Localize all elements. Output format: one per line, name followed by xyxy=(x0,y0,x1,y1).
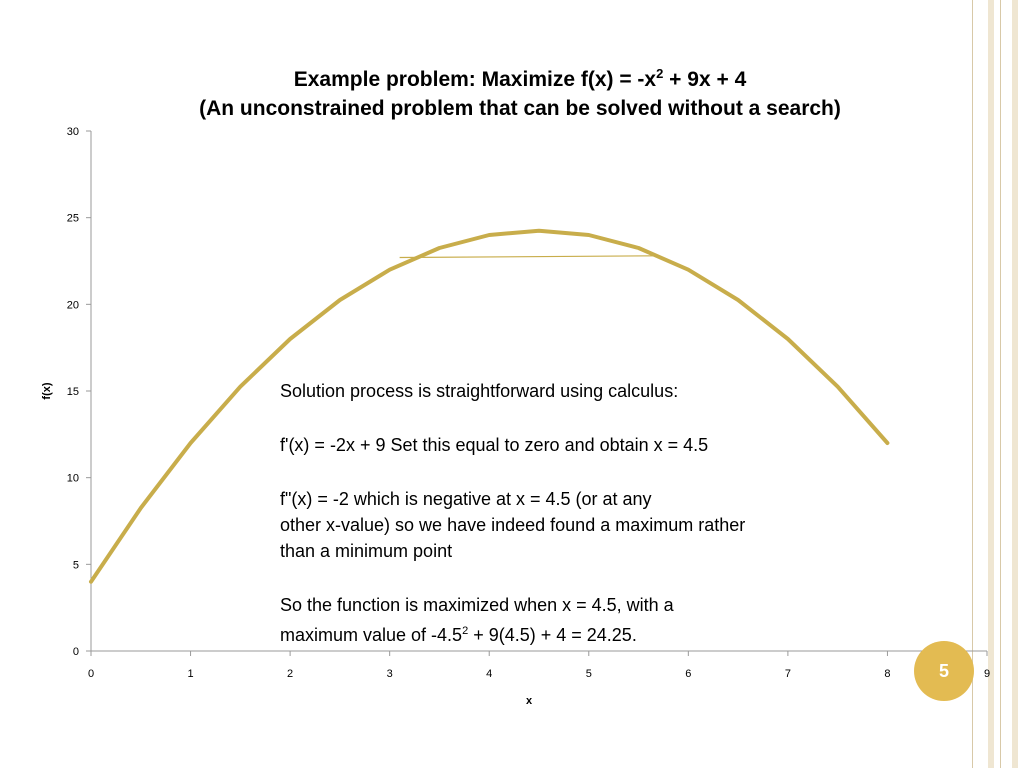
series-line xyxy=(89,228,890,584)
x-tick-label: 1 xyxy=(187,668,193,680)
chart-title: Example problem: Maximize f(x) = -x2 + 9… xyxy=(60,66,980,92)
x-tick-label: 0 xyxy=(88,668,94,680)
y-tick-label: 30 xyxy=(67,126,79,138)
annotation-line-suffix: + 9(4.5) + 4 = 24.25. xyxy=(468,625,637,645)
x-tick-label: 6 xyxy=(685,668,691,680)
annotation-line: f"(x) = -2 which is negative at x = 4.5 … xyxy=(280,489,652,509)
annotation-line: f'(x) = -2x + 9 Set this equal to zero a… xyxy=(280,435,709,455)
y-axis-label: f(x) xyxy=(41,382,53,399)
solution-annotation: Solution process is straightforward usin… xyxy=(280,378,900,648)
page-number-badge: 5 xyxy=(914,641,974,701)
title-line1-prefix: Example problem: Maximize f(x) = -x xyxy=(293,68,657,91)
y-tick-label: 25 xyxy=(67,213,79,225)
y-tick-label: 20 xyxy=(67,299,79,311)
x-tick-label: 9 xyxy=(984,668,990,680)
y-tick-label: 15 xyxy=(67,386,79,398)
annotation-line-prefix: maximum value of -4.5 xyxy=(280,625,463,645)
x-tick-label: 5 xyxy=(586,668,592,680)
annotation-line: other x-value) so we have indeed found a… xyxy=(280,515,746,535)
title-line1-suffix: + 9x + 4 xyxy=(663,68,747,91)
x-tick-label: 2 xyxy=(287,668,293,680)
annotation-line: maximum value of -4.52 + 9(4.5) + 4 = 24… xyxy=(280,618,900,648)
title-line1-superscript: 2 xyxy=(656,66,664,81)
frame-line xyxy=(972,0,973,768)
annotation-line: than a minimum point xyxy=(280,541,453,561)
x-tick-label: 3 xyxy=(387,668,393,680)
x-tick-label: 7 xyxy=(785,668,791,680)
frame-band xyxy=(988,0,994,768)
x-axis-label: x xyxy=(526,695,533,707)
chord-line xyxy=(399,255,659,259)
y-tick-label: 10 xyxy=(67,473,79,485)
x-tick-label: 8 xyxy=(884,668,890,680)
chart-subtitle: (An unconstrained problem that can be so… xyxy=(199,97,841,120)
x-tick-label: 4 xyxy=(486,668,492,680)
y-tick-label: 0 xyxy=(73,646,79,658)
annotation-line: Solution process is straightforward usin… xyxy=(280,381,679,401)
y-tick-label: 5 xyxy=(73,559,79,571)
annotation-line: So the function is maximized when x = 4.… xyxy=(280,595,674,615)
frame-band xyxy=(1012,0,1018,768)
frame-line xyxy=(1000,0,1001,768)
annotation-superscript: 2 xyxy=(462,625,469,637)
